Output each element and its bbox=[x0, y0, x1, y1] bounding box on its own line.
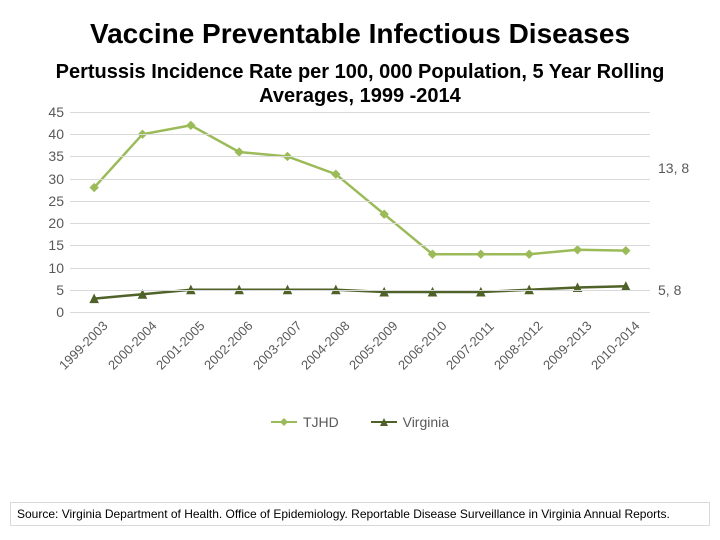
y-tick-label: 35 bbox=[48, 148, 64, 164]
gridline bbox=[70, 245, 650, 246]
source-note: Source: Virginia Department of Health. O… bbox=[10, 502, 710, 526]
y-tick-label: 45 bbox=[48, 104, 64, 120]
x-tick-label: 1999-2003 bbox=[56, 318, 111, 373]
chart-svg bbox=[70, 112, 650, 312]
legend: TJHD Virginia bbox=[30, 414, 690, 432]
gridline bbox=[70, 268, 650, 269]
y-tick-label: 25 bbox=[48, 193, 64, 209]
y-tick-label: 10 bbox=[48, 260, 64, 276]
gridline bbox=[70, 179, 650, 180]
plot-area bbox=[70, 112, 650, 312]
gridline bbox=[70, 201, 650, 202]
x-tick-label: 2008-2012 bbox=[491, 318, 546, 373]
data-marker bbox=[525, 250, 533, 258]
series-line bbox=[94, 286, 626, 298]
legend-marker-virginia bbox=[371, 415, 397, 429]
series-line bbox=[94, 125, 626, 254]
x-tick-label: 2010-2014 bbox=[588, 318, 643, 373]
legend-label-virginia: Virginia bbox=[403, 414, 449, 430]
x-tick-label: 2002-2006 bbox=[201, 318, 256, 373]
x-axis: 1999-20032000-20042001-20052002-20062003… bbox=[70, 312, 650, 412]
x-tick-label: 2001-2005 bbox=[153, 318, 208, 373]
slide-title: Vaccine Preventable Infectious Diseases bbox=[30, 18, 690, 50]
gridline bbox=[70, 156, 650, 157]
x-tick-label: 2000-2004 bbox=[105, 318, 160, 373]
data-marker bbox=[477, 250, 485, 258]
y-tick-label: 0 bbox=[56, 304, 64, 320]
legend-item-tjhd: TJHD bbox=[271, 414, 339, 430]
gridline bbox=[70, 290, 650, 291]
data-marker bbox=[574, 246, 582, 254]
y-axis: 051015202530354045 bbox=[30, 112, 70, 312]
gridline bbox=[70, 134, 650, 135]
gridline bbox=[70, 223, 650, 224]
x-tick-label: 2003-2007 bbox=[250, 318, 305, 373]
y-tick-label: 30 bbox=[48, 171, 64, 187]
x-tick-label: 2009-2013 bbox=[540, 318, 595, 373]
y-tick-label: 20 bbox=[48, 215, 64, 231]
legend-label-tjhd: TJHD bbox=[303, 414, 339, 430]
y-tick-label: 5 bbox=[56, 282, 64, 298]
series-end-label-tjhd: 13, 8 bbox=[658, 160, 689, 176]
chart-container: 051015202530354045 1999-20032000-2004200… bbox=[30, 112, 690, 432]
y-tick-label: 40 bbox=[48, 126, 64, 142]
chart-subtitle: Pertussis Incidence Rate per 100, 000 Po… bbox=[30, 60, 690, 108]
legend-marker-tjhd bbox=[271, 415, 297, 429]
data-marker bbox=[622, 247, 630, 255]
x-tick-label: 2006-2010 bbox=[395, 318, 450, 373]
x-tick-label: 2005-2009 bbox=[346, 318, 401, 373]
y-tick-label: 15 bbox=[48, 237, 64, 253]
legend-item-virginia: Virginia bbox=[371, 414, 449, 430]
x-tick-label: 2004-2008 bbox=[298, 318, 353, 373]
x-tick-label: 2007-2011 bbox=[443, 319, 497, 373]
gridline bbox=[70, 112, 650, 113]
series-end-label-virginia: 5, 8 bbox=[658, 282, 681, 298]
